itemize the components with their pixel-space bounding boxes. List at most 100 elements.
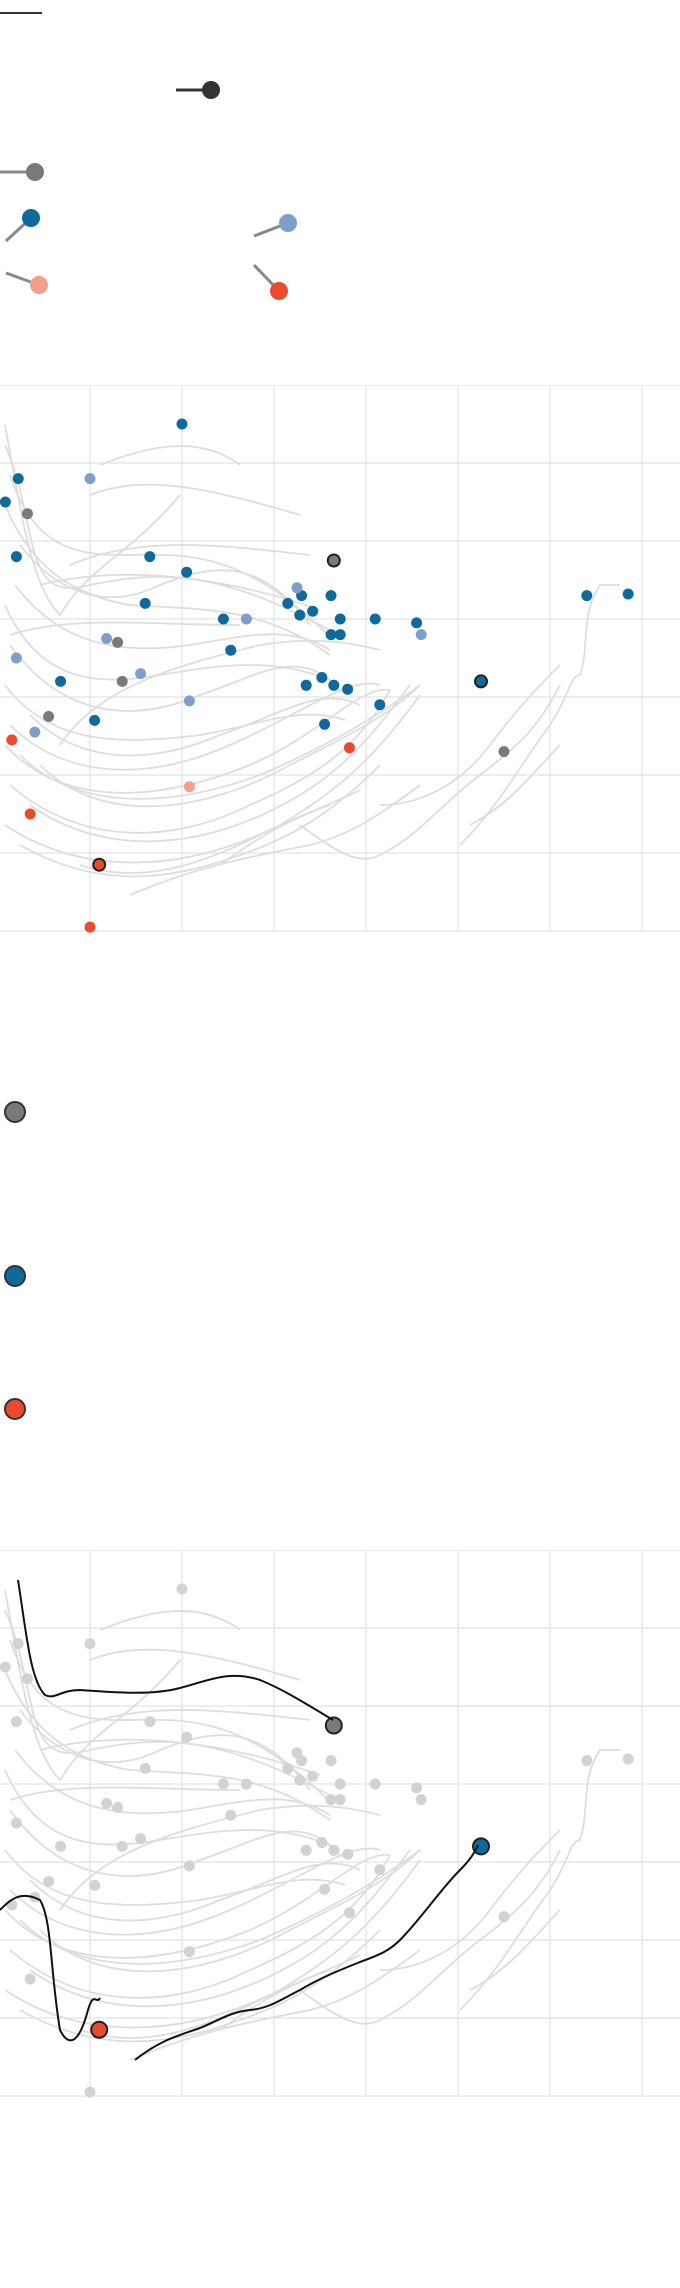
chart1-trail-4 [19,544,311,626]
chart1-trail-6 [4,604,341,686]
chart2-trail-8 [4,1849,346,1906]
chart2-highlight-trail-2 [134,1844,479,2061]
ball-and-stick-salmon-icon [30,276,48,294]
chart1-point-red-0 [6,734,18,746]
chart1-trail-27 [89,483,301,516]
chart2-trail-3 [4,1669,331,1821]
chart1-point-blue-7 [217,613,229,625]
scatter-chart-all-points [0,385,680,933]
chart2-point-faded-16 [369,1778,381,1790]
legend [0,81,297,300]
chart2-trail-23 [379,1829,561,1971]
chart1-point-blue-5 [181,566,193,578]
chart1-point-blue-1 [12,473,24,485]
chart2-trail-19 [79,1954,361,2039]
chart1-point-gray-0 [21,508,33,520]
chart1-point-blue-11 [294,609,306,621]
chart2-highlight-point-gray [324,1716,343,1735]
chart2-point-faded-15 [334,1794,346,1806]
chart1-point-light_blue-3 [240,613,252,625]
chart1-grid [0,385,680,932]
legend-item-ball-and-stick-salmon [5,271,48,294]
chart1-point-blue-24 [374,699,386,711]
chart2-point-faded-3 [240,1778,252,1790]
chart2-point-faded-22 [328,1844,340,1856]
chart2-point-faded-23 [342,1848,354,1860]
chart2-highlight-point-red [90,2020,109,2039]
chart1-point-blue-12 [307,605,319,617]
ball-and-stick-gray-icon [26,163,44,181]
chart2-trail-14 [59,1804,381,1911]
chart2-point-faded-25 [89,1879,101,1891]
chart2-point-faded-1 [10,1817,22,1829]
legend-item-ball-and-stick-gray [0,163,44,181]
chart1-highlight-point-gray [326,553,341,568]
chart2-points [0,1583,634,2098]
chart1-trail-20 [129,784,421,896]
key-dot-blue [4,1265,26,1287]
chart2-point-faded-0 [21,1673,33,1685]
chart2-highlight-point-blue [472,1837,490,1856]
chart2-point-faded-19 [55,1840,67,1852]
chart1-point-light_blue-1 [10,652,22,664]
chart2-grid [0,1550,680,2097]
key-dot-red [4,1398,26,1420]
chart1-point-blue-13 [334,613,346,625]
chart1-trail-13 [39,684,421,808]
chart1-point-red-2 [343,742,355,754]
chart2-point-faded-27 [581,1755,593,1767]
chart1-trail-29 [39,573,321,611]
chart1-point-light_blue-5 [135,668,147,680]
chart1-point-blue-17 [411,617,423,629]
key-dot-gray [4,1101,26,1123]
chart1-point-blue-21 [300,679,312,691]
chart2-trail-7 [9,1809,341,1877]
chart2-point-faded-1 [112,1801,124,1813]
ball-and-stick-dark-icon [202,81,220,99]
chart2-trail-27 [89,1648,301,1681]
chart2-trail-20 [129,1949,421,2061]
chart1-point-blue-18 [225,644,237,656]
chart2-point-faded-18 [225,1809,237,1821]
chart1-point-gray-4 [498,746,510,758]
chart1-trail-19 [79,789,361,874]
chart1-trail-28 [69,544,311,566]
ball-and-stick-blue-icon [22,209,40,227]
chart1-point-gray-1 [112,636,124,648]
chart1-highlight-point-red [92,857,107,872]
chart1-trail-21 [219,804,331,866]
chart2-point-faded-12 [307,1770,319,1782]
chart2-point-faded-20 [316,1837,328,1848]
chart1-point-blue-2 [0,496,11,508]
legend-item-ball-and-stick-light-blue [253,214,297,238]
chart2-highlight-trail-1 [0,1894,101,2042]
chart2-point-faded-4 [498,1911,510,1923]
chart2-point-faded-6 [183,1860,195,1872]
chart1-trail-30 [9,621,241,636]
top-rule [0,12,42,14]
chart1-point-blue-6 [139,597,151,609]
chart2-trail-9 [29,1862,361,1922]
chart2-point-faded-13 [334,1778,346,1790]
chart1-trail-25 [469,744,561,826]
chart2-point-faded-28 [622,1753,634,1765]
chart1-point-red-3 [84,921,96,933]
chart2-trail-22 [299,1849,561,2025]
chart1-trail-22 [299,684,561,860]
chart2-point-faded-0 [176,1583,188,1595]
chart1-trail-8 [4,684,346,741]
chart1-point-light_blue-8 [291,582,303,594]
chart2-trail-6 [4,1769,341,1851]
legend-item-ball-and-stick-dark [176,81,220,99]
chart1-point-light_blue-4 [415,629,427,641]
chart2-trail-26 [99,1610,241,1631]
chart2-point-faded-3 [84,2086,96,2098]
chart1-trails [4,424,620,896]
chart2-trail-15 [9,1854,391,1999]
chart1-trail-2 [9,474,334,641]
chart1-point-blue-10 [325,590,337,602]
chart1-point-blue-15 [334,629,346,641]
chart2-point-faded-3 [10,1716,22,1728]
chart1-point-blue-4 [144,551,156,563]
chart1-point-blue-19 [55,675,67,687]
